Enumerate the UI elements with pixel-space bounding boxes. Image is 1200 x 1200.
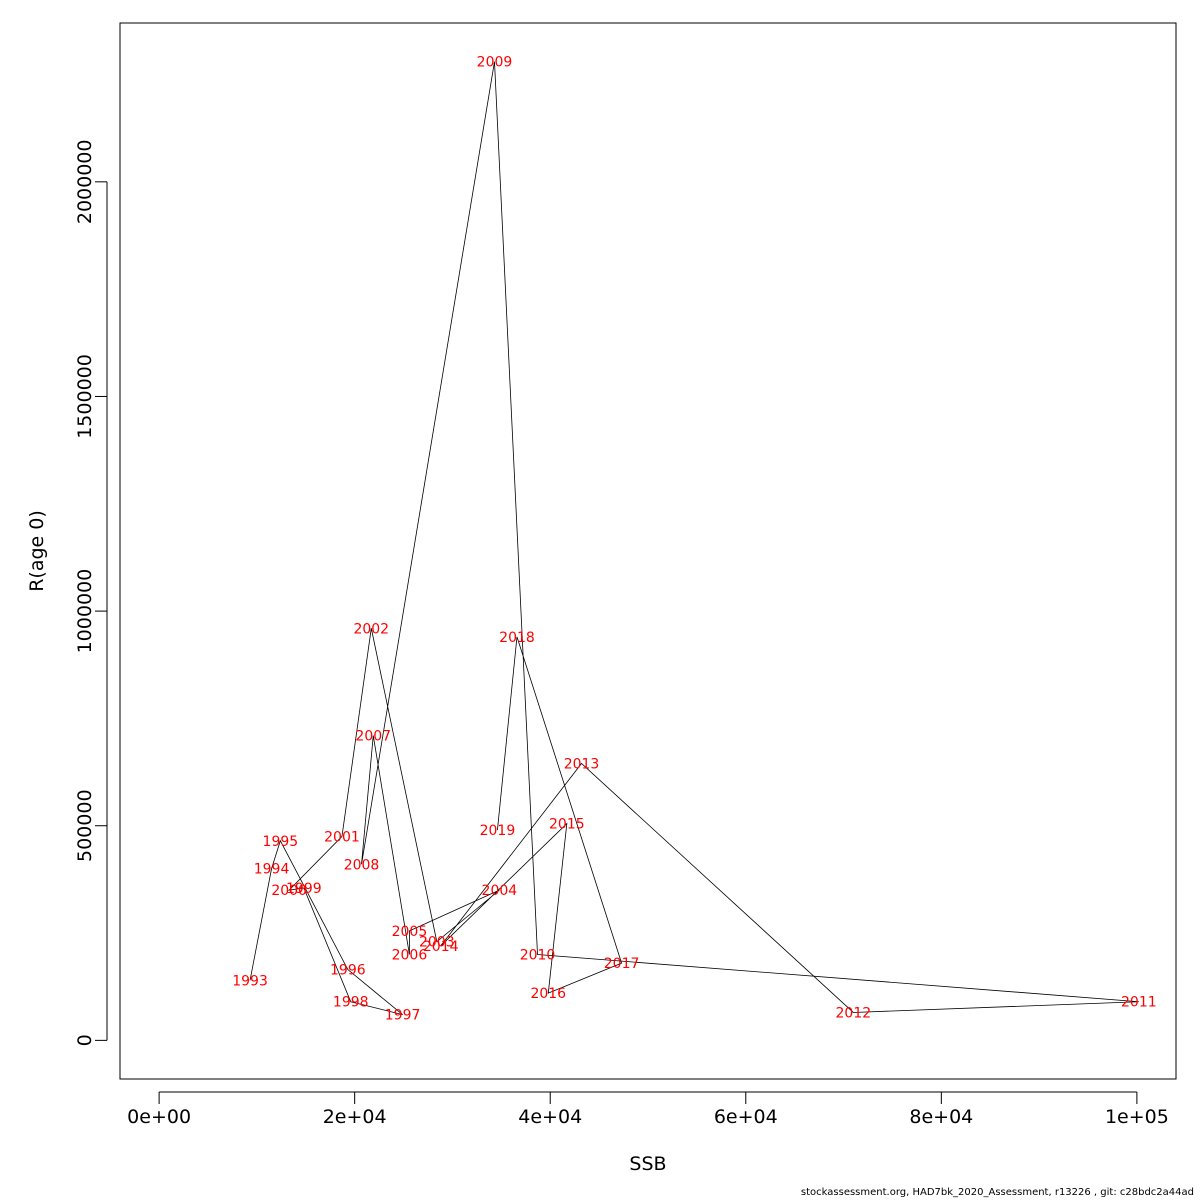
point-label-1994: 1994	[254, 862, 290, 878]
y-tick-label: 0	[74, 1034, 96, 1046]
point-label-2005: 2005	[392, 924, 428, 940]
x-tick-label: 6e+04	[714, 1106, 778, 1128]
point-label-2003: 2003	[419, 935, 455, 951]
x-tick-label: 4e+04	[518, 1106, 582, 1128]
x-tick-label: 0e+00	[127, 1106, 191, 1128]
series-line	[249, 61, 1139, 1015]
point-label-2010: 2010	[520, 948, 556, 964]
point-label-2015: 2015	[549, 817, 585, 833]
point-label-2004: 2004	[482, 883, 518, 899]
point-label-2016: 2016	[530, 986, 566, 1002]
point-label-2013: 2013	[564, 756, 600, 772]
point-label-2019: 2019	[480, 823, 516, 839]
point-label-2007: 2007	[355, 729, 391, 745]
point-label-2011: 2011	[1121, 995, 1157, 1011]
x-tick-label: 8e+04	[909, 1106, 973, 1128]
y-tick-label: 2000000	[74, 140, 96, 225]
point-label-1998: 1998	[333, 995, 369, 1011]
x-axis-title: SSB	[629, 1153, 666, 1175]
point-label-1997: 1997	[385, 1008, 421, 1024]
point-label-2014: 2014	[423, 939, 459, 955]
point-label-2012: 2012	[836, 1005, 872, 1021]
y-tick-label: 500000	[74, 789, 96, 862]
point-label-2018: 2018	[499, 630, 535, 646]
point-label-2002: 2002	[353, 621, 389, 637]
point-label-1993: 1993	[232, 973, 268, 989]
y-axis-title: R(age 0)	[26, 510, 48, 592]
y-axis: 0 500000 1000000 1500000 2000000	[74, 140, 108, 1046]
x-tick-label: 1e+05	[1105, 1106, 1169, 1128]
y-tick-label: 1500000	[74, 354, 96, 439]
x-axis: 0e+00 2e+04 4e+04 6e+04 8e+04 1e+05	[127, 1091, 1169, 1128]
point-label-1995: 1995	[263, 834, 299, 850]
x-tick-label: 2e+04	[323, 1106, 387, 1128]
y-tick-label: 1000000	[74, 569, 96, 654]
point-label-2017: 2017	[604, 956, 640, 972]
plot-frame	[119, 22, 1177, 1080]
point-label-1999: 1999	[286, 881, 322, 897]
point-label-2000: 2000	[271, 883, 307, 899]
point-label-1996: 1996	[330, 963, 366, 979]
point-label-2009: 2009	[477, 55, 513, 71]
footer-credit: stockassessment.org, HAD7bk_2020_Assessm…	[800, 1187, 1194, 1198]
point-label-2006: 2006	[392, 948, 428, 964]
point-label-2008: 2008	[344, 857, 380, 873]
point-label-2001: 2001	[324, 829, 360, 845]
